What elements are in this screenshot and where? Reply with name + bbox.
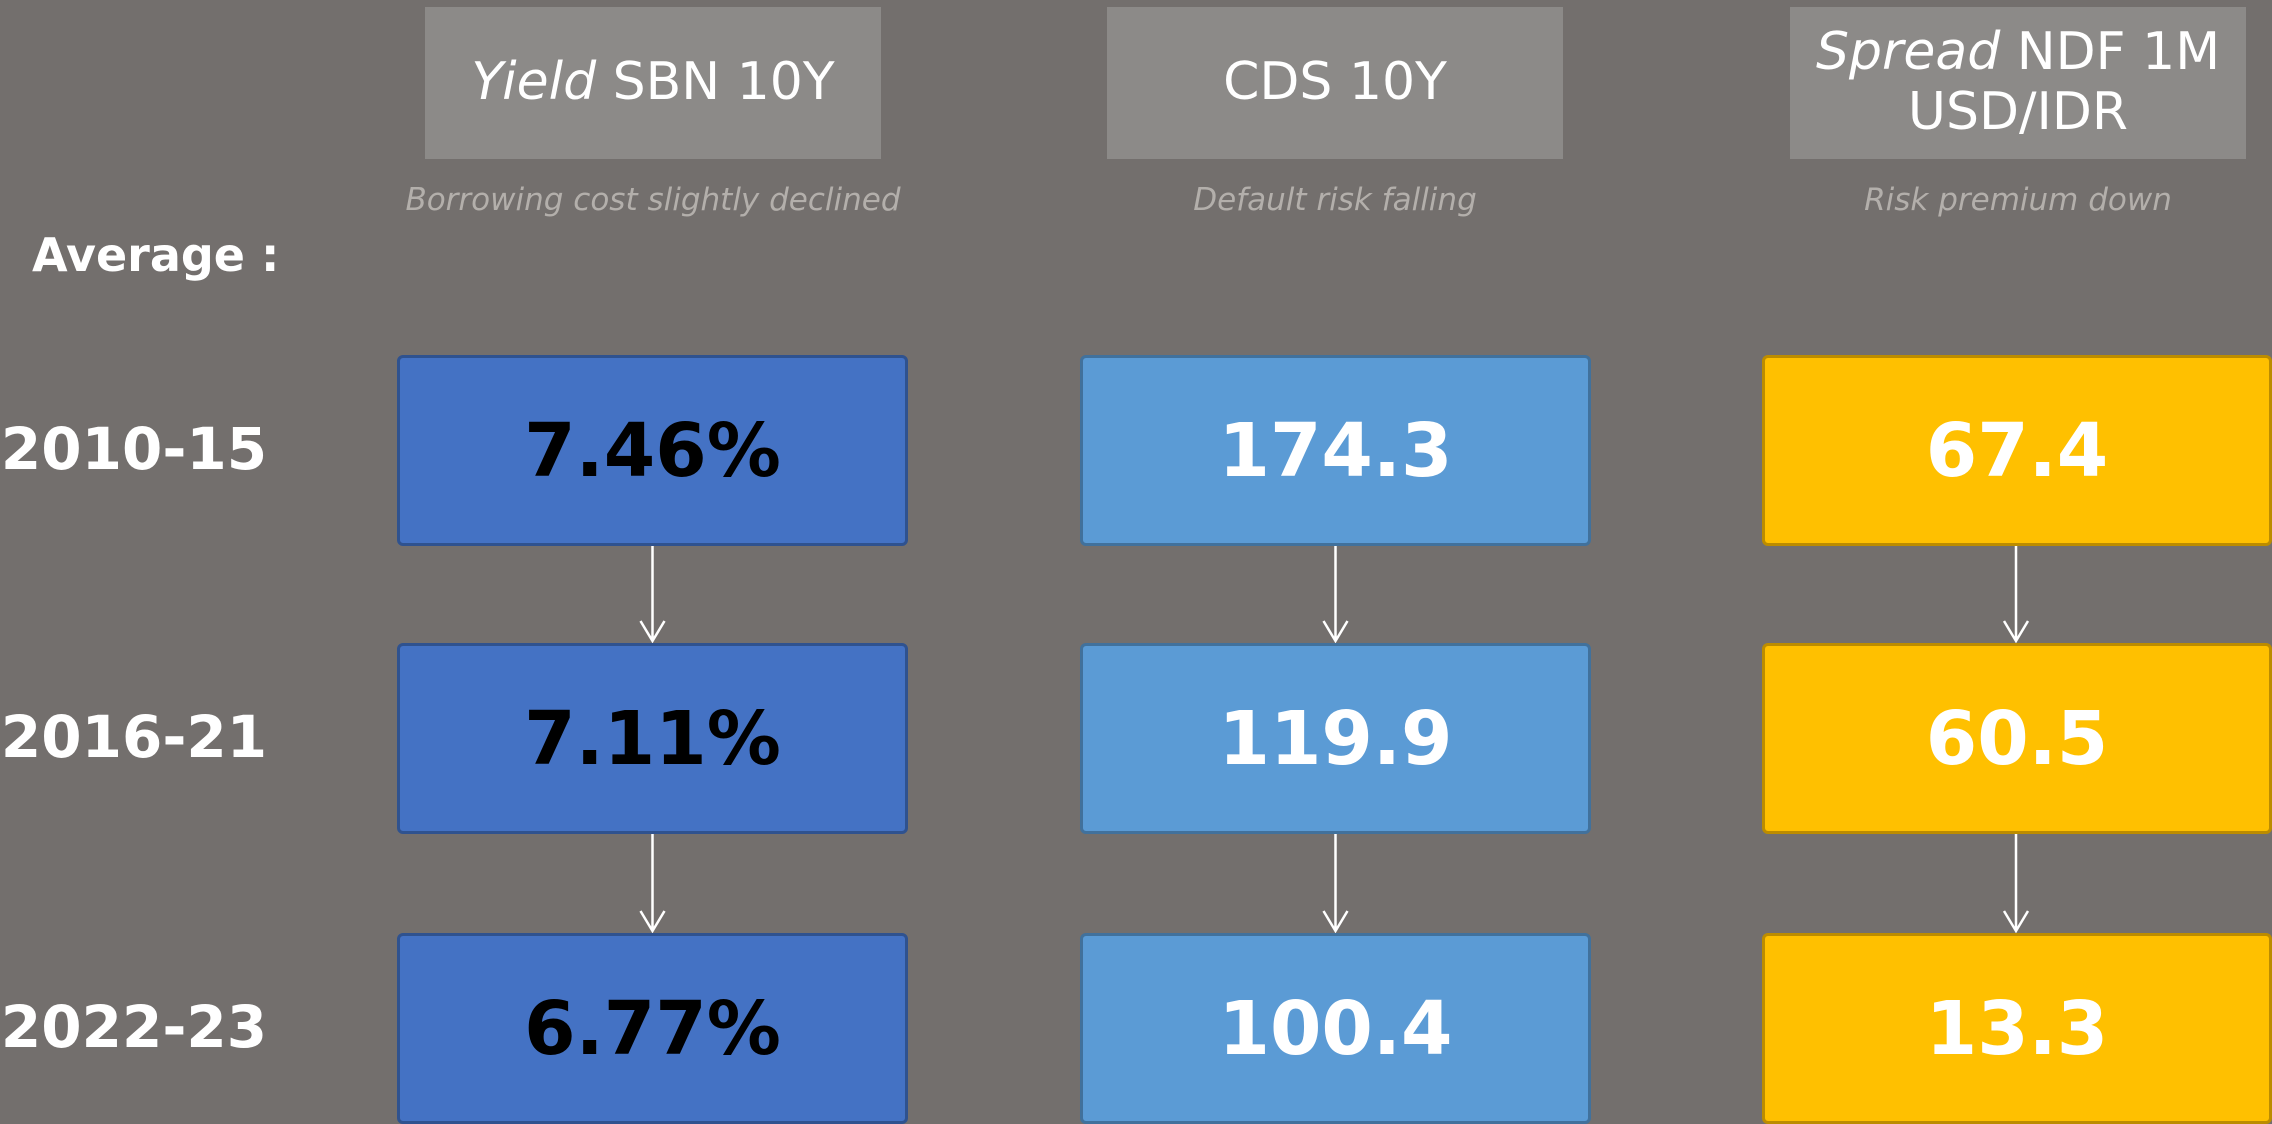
column-header: Yield SBN 10Y xyxy=(425,7,881,159)
arrow xyxy=(1322,546,1349,644)
header-italic: Spread xyxy=(1815,22,2001,83)
row-label: 2010-15 xyxy=(0,415,268,483)
header-italic: Yield xyxy=(471,52,597,113)
arrow xyxy=(639,546,666,644)
value-box: 7.46% xyxy=(397,355,908,546)
value-box: 7.11% xyxy=(397,643,908,834)
column-subtitle: Risk premium down xyxy=(1864,182,2172,218)
header-title: SBN 10Y xyxy=(612,52,835,113)
value-box: 6.77% xyxy=(397,933,908,1124)
value-box: 13.3 xyxy=(1762,933,2272,1124)
header-text: CDS 10Y xyxy=(1223,52,1447,113)
header-text: Spread NDF 1M USD/IDR xyxy=(1800,22,2236,143)
value-box: 174.3 xyxy=(1080,355,1591,546)
column-subtitle: Borrowing cost slightly declined xyxy=(405,182,901,218)
header-title: CDS 10Y xyxy=(1223,52,1447,113)
arrow xyxy=(639,834,666,934)
header-text: Yield SBN 10Y xyxy=(471,52,835,113)
column-header: Spread NDF 1M USD/IDR xyxy=(1790,7,2246,159)
average-label: Average : xyxy=(32,228,280,282)
arrow xyxy=(2002,546,2030,644)
arrow xyxy=(1322,834,1349,934)
column-subtitle: Default risk falling xyxy=(1193,182,1477,218)
value-box: 119.9 xyxy=(1080,643,1591,834)
value-box: 100.4 xyxy=(1080,933,1591,1124)
row-label: 2022-23 xyxy=(0,993,268,1061)
column-header: CDS 10Y xyxy=(1107,7,1563,159)
arrow xyxy=(2002,834,2030,934)
header-title: NDF 1M USD/IDR xyxy=(1907,22,2221,142)
value-box: 60.5 xyxy=(1762,643,2272,834)
row-label: 2016-21 xyxy=(0,703,268,771)
value-box: 67.4 xyxy=(1762,355,2272,546)
